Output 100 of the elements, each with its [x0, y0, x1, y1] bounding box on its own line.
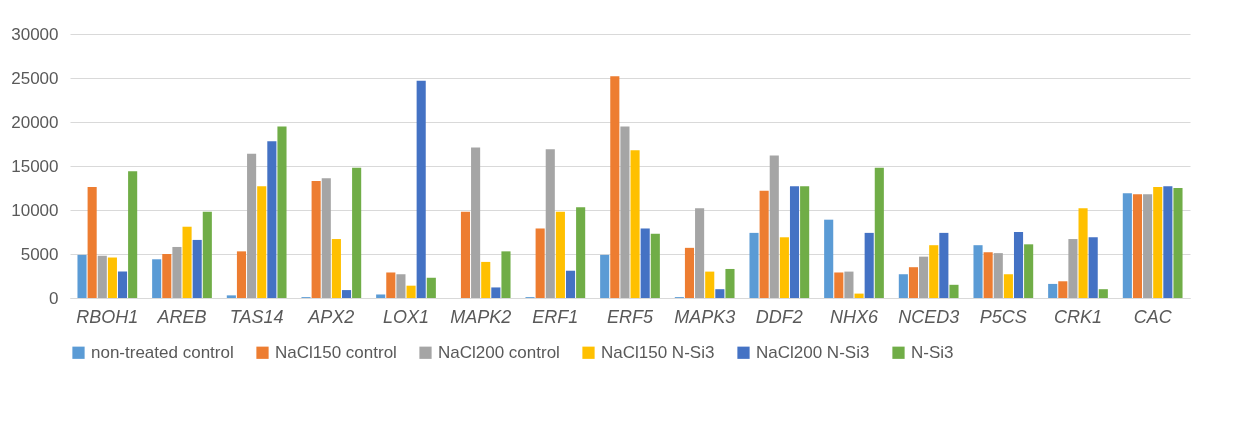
bar [535, 228, 545, 298]
bar [565, 270, 576, 298]
bar [834, 272, 844, 298]
bar [705, 271, 715, 298]
bar [545, 149, 555, 298]
bar [715, 289, 725, 298]
bar [630, 150, 640, 298]
x-tick-label: ERF5 [606, 306, 654, 327]
legend-label: NaCl200 control [438, 342, 560, 362]
bar [1143, 194, 1153, 298]
bar [236, 251, 247, 298]
legend-label: NaCl200 N-Si3 [756, 342, 870, 362]
bar [202, 211, 212, 298]
bar [117, 271, 128, 298]
bar [919, 256, 929, 298]
bar [576, 207, 586, 298]
bar [501, 251, 511, 298]
bar [386, 272, 396, 298]
bar [491, 287, 501, 298]
bar [376, 294, 386, 298]
bar [162, 254, 172, 298]
bar [973, 245, 983, 298]
bar [331, 239, 341, 298]
bar [1078, 208, 1088, 298]
x-tick-label: MAPK3 [674, 306, 736, 327]
bar [226, 295, 236, 298]
y-tick-label: 25000 [11, 68, 59, 88]
bar [610, 76, 620, 298]
x-tick-label: CAC [1133, 306, 1173, 327]
bar [1013, 232, 1024, 298]
bar [460, 211, 471, 298]
x-tick-label: ERF1 [532, 306, 579, 327]
y-tick-label: 20000 [11, 112, 59, 132]
bar [1098, 289, 1108, 298]
bar [600, 254, 610, 298]
bar [874, 167, 884, 298]
bar [277, 126, 287, 298]
bar [321, 178, 331, 298]
bar [908, 267, 919, 298]
bar [759, 190, 769, 298]
x-tick-label: P5CS [979, 306, 1027, 327]
bar [898, 274, 908, 298]
bar [769, 155, 779, 298]
bar [128, 171, 138, 298]
bar [426, 277, 436, 298]
bar [844, 271, 854, 298]
x-tick-label: DDF2 [755, 306, 803, 327]
bar [1163, 186, 1173, 298]
bar [396, 274, 406, 298]
x-tick-label: LOX1 [382, 306, 430, 327]
bar [555, 211, 565, 298]
x-tick-label: CRK1 [1053, 306, 1103, 327]
bar [854, 293, 864, 298]
bar [1068, 239, 1078, 298]
bar [1122, 193, 1132, 298]
bar [192, 239, 202, 298]
x-tick-label: NCED3 [898, 306, 960, 327]
bar [1088, 237, 1098, 298]
bar [172, 246, 182, 298]
bar [620, 126, 630, 298]
x-tick-label: TAS14 [229, 306, 284, 327]
bar [824, 219, 834, 298]
bar [650, 233, 660, 298]
bar [800, 186, 810, 298]
bar [1003, 274, 1013, 298]
bar [684, 247, 695, 298]
y-tick-label: 0 [49, 288, 59, 308]
x-tick-label: NHX6 [829, 306, 879, 327]
bar [789, 186, 800, 298]
legend-label: N-Si3 [911, 342, 954, 362]
bar [152, 259, 162, 298]
bar [311, 180, 321, 298]
y-tick-label: 5000 [20, 244, 59, 264]
bar [1024, 244, 1034, 298]
bar [1058, 281, 1068, 298]
legend-label: NaCl150 control [275, 342, 397, 362]
bar [471, 147, 481, 298]
bar [939, 232, 949, 298]
bar [352, 167, 362, 298]
bar [864, 232, 874, 298]
bar [779, 237, 789, 298]
legend-label: NaCl150 N-Si3 [601, 342, 715, 362]
x-tick-label: RBOH1 [76, 306, 139, 327]
bar [725, 268, 735, 298]
bar [416, 80, 426, 298]
bar [640, 228, 650, 298]
bar [97, 255, 107, 298]
bar [182, 226, 192, 298]
x-tick-label: AREB [156, 306, 207, 327]
bar [341, 290, 352, 298]
x-tick-label: APX2 [307, 306, 355, 327]
y-tick-label: 10000 [11, 200, 59, 220]
bar [1173, 188, 1183, 298]
bar [267, 141, 277, 298]
y-tick-label: 30000 [11, 24, 59, 44]
bar [695, 208, 705, 298]
bar [1153, 187, 1163, 298]
bar [87, 187, 97, 298]
bar [247, 153, 257, 298]
y-tick-label: 15000 [11, 156, 59, 176]
